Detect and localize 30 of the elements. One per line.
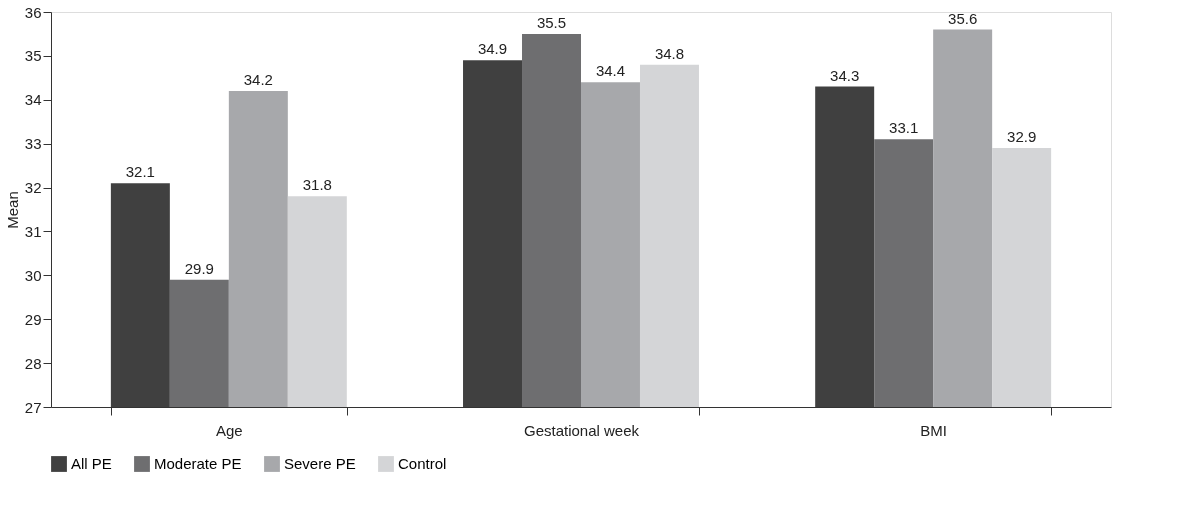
legend-label: Control: [398, 455, 447, 472]
y-tick-label: 28: [24, 354, 42, 372]
y-tick-label: 30: [24, 266, 42, 284]
y-tick-label: 34: [24, 91, 42, 109]
data-label: 34.8: [654, 44, 685, 62]
y-tick-label: 32: [24, 179, 42, 197]
legend-label: Moderate PE: [154, 455, 242, 472]
data-label: 34.9: [477, 40, 508, 58]
x-tick-label: Age: [215, 421, 243, 439]
y-tick-label: 33: [24, 135, 42, 153]
legend-label: Severe PE: [284, 455, 356, 472]
data-label: 29.9: [184, 259, 214, 277]
y-tick-label: 36: [24, 3, 42, 21]
data-label: 35.5: [536, 13, 567, 31]
y-tick-label: 27: [24, 398, 42, 416]
x-tick-label: Gestational week: [523, 421, 640, 439]
y-tick-label: 35: [24, 47, 42, 65]
data-label: 34.2: [243, 71, 273, 88]
data-label: 35.6: [948, 9, 978, 27]
data-label: 34.4: [595, 62, 626, 80]
data-label: 31.8: [302, 176, 332, 194]
data-label: 32.1: [125, 163, 155, 181]
y-tick-label: 29: [24, 310, 42, 328]
x-tick-label: BMI: [920, 421, 947, 439]
data-label: 34.3: [830, 66, 860, 84]
y-tick-label: 31: [24, 222, 42, 240]
y-axis-title: Mean: [3, 191, 21, 229]
data-label: 33.1: [889, 119, 919, 137]
legend-label: All PE: [71, 455, 112, 472]
data-label: 32.9: [1007, 128, 1037, 146]
